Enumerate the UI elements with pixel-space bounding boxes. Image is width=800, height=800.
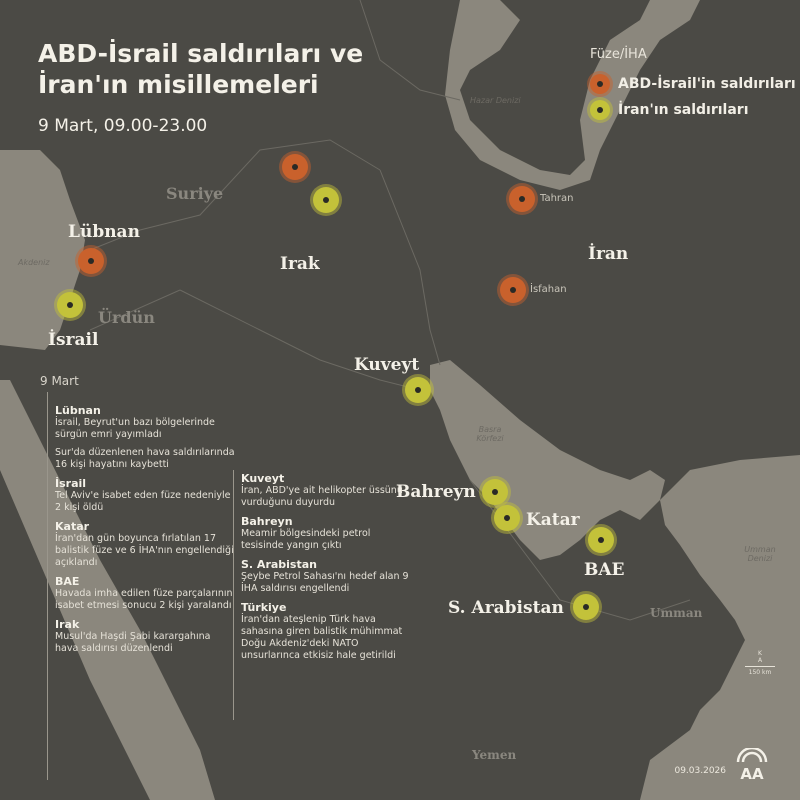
entry-text: İran, ABD'ye ait helikopter üssünü vurdu… (241, 485, 403, 508)
marker-katar[interactable] (494, 505, 520, 531)
label-bahreyn: Bahreyn (396, 482, 476, 502)
timeline-column-2: Kuveyt İran, ABD'ye ait helikopter üssün… (241, 472, 411, 668)
timeline-entry-kuveyt: Kuveyt İran, ABD'ye ait helikopter üssün… (241, 472, 411, 509)
timeline-entry-lubnan: Lübnan İsrail, Beyrut'un bazı bölgelerin… (55, 404, 235, 471)
north-top-label: K (758, 650, 762, 657)
entry-country: Katar (55, 520, 90, 533)
scale-line (745, 666, 775, 667)
label-tahran: Tahran (540, 193, 574, 204)
legend-item-iran: İran'ın saldırıları (590, 100, 749, 120)
yellow-marker-icon (482, 479, 508, 505)
arabian-sea (640, 455, 800, 800)
marker-bae[interactable] (588, 527, 614, 553)
timeline: 9 Mart (40, 374, 79, 388)
timeline-line (47, 392, 48, 780)
yellow-marker-icon (573, 594, 599, 620)
entry-text: Sur'da düzenlenen hava saldırılarında 16… (55, 447, 235, 470)
north-bottom-label: A (757, 657, 763, 664)
page-title: ABD-İsrail saldırıları ve İran'ın misill… (38, 39, 364, 99)
label-bae: BAE (584, 560, 625, 580)
timeline-entry-bahreyn: Bahreyn Meamir bölgesindeki petrol tesis… (241, 515, 411, 552)
yellow-marker-icon (494, 505, 520, 531)
timeline-column-1: Lübnan İsrail, Beyrut'un bazı bölgelerin… (55, 404, 235, 661)
entry-country: Bahreyn (241, 515, 293, 528)
timeline-date: 9 Mart (40, 374, 79, 388)
entry-country: BAE (55, 575, 80, 588)
entry-text: İran'dan ateşlenip Türk hava sahasına gi… (241, 614, 403, 661)
caspian-sea (445, 0, 700, 190)
timeline-entry-bae: BAE Havada imha edilen füze parçalarının… (55, 575, 235, 612)
aa-logo-icon: AA (736, 748, 768, 780)
entry-country: S. Arabistan (241, 558, 317, 571)
label-s-arabistan: S. Arabistan (448, 598, 564, 618)
yellow-marker-icon (590, 100, 610, 120)
orange-marker-icon (590, 74, 610, 94)
label-suriye: Suriye (166, 184, 224, 203)
legend-label: İran'ın saldırıları (618, 102, 749, 118)
entry-text: Musul'da Haşdi Şabi karargahına hava sal… (55, 631, 211, 654)
marker-kuveyt[interactable] (405, 377, 431, 403)
entry-text: Şeybe Petrol Sahası'nı hedef alan 9 İHA … (241, 571, 409, 594)
label-yemen: Yemen (472, 748, 517, 762)
entry-text: Tel Aviv'e isabet eden füze nedeniyle 2 … (55, 490, 231, 513)
timeline-entry-irak: Irak Musul'da Haşdi Şabi karargahına hav… (55, 618, 235, 655)
timeline-entry-s-arabistan: S. Arabistan Şeybe Petrol Sahası'nı hede… (241, 558, 411, 595)
label-hazar-denizi: Hazar Denizi (470, 96, 521, 105)
marker-bahreyn[interactable] (482, 479, 508, 505)
label-urdun: Ürdün (98, 308, 155, 327)
entry-text: Havada imha edilen füze parçalarının isa… (55, 588, 233, 611)
persian-gulf (430, 360, 665, 560)
entry-country: Türkiye (241, 601, 287, 614)
orange-marker-icon (78, 248, 104, 274)
legend-label: ABD-İsrail'in saldırıları (618, 76, 796, 92)
entry-country: İsrail (55, 477, 87, 490)
legend-title: Füze/İHA (590, 47, 647, 62)
marker-lubnan[interactable] (78, 248, 104, 274)
label-umman-denizi: Umman Denizi (744, 545, 776, 563)
red-sea (0, 380, 215, 800)
label-katar: Katar (526, 510, 580, 530)
timeline-entry-israil: İsrail Tel Aviv'e isabet eden füze neden… (55, 477, 235, 514)
label-irak: Irak (280, 254, 320, 274)
marker-s-arabistan[interactable] (573, 594, 599, 620)
orange-marker-icon (500, 277, 526, 303)
timeline-entry-turkiye: Türkiye İran'dan ateşlenip Türk hava sah… (241, 601, 411, 662)
timeline-line (233, 470, 234, 720)
orange-marker-icon (509, 186, 535, 212)
label-akdeniz: Akdeniz (18, 258, 50, 267)
entry-country: Lübnan (55, 404, 101, 417)
orange-marker-icon (282, 154, 308, 180)
yellow-marker-icon (405, 377, 431, 403)
timeline-entry-katar: Katar İran'dan gün boyunca fırlatılan 17… (55, 520, 235, 569)
entry-country: Irak (55, 618, 80, 631)
yellow-marker-icon (57, 292, 83, 318)
scale-label: 150 km (748, 669, 772, 676)
svg-text:AA: AA (740, 765, 764, 780)
entry-text: İsrail, Beyrut'un bazı bölgelerinde sürg… (55, 417, 215, 440)
yellow-marker-icon (588, 527, 614, 553)
label-umman: Umman (650, 606, 703, 620)
marker-israil[interactable] (57, 292, 83, 318)
entry-text: Meamir bölgesindeki petrol tesisinde yan… (241, 528, 371, 551)
scale-bar: K A 150 km (745, 650, 775, 676)
label-lubnan: Lübnan (68, 222, 140, 242)
country-borders (89, 0, 691, 621)
page-subtitle: 9 Mart, 09.00-23.00 (38, 116, 208, 136)
entry-text: İran'dan gün boyunca fırlatılan 17 balis… (55, 533, 234, 568)
yellow-marker-icon (313, 187, 339, 213)
label-basra-korfezi: Basra Körfezi (476, 425, 504, 443)
mediterranean-sea (0, 150, 85, 350)
label-iran: İran (588, 244, 629, 264)
label-kuveyt: Kuveyt (354, 355, 420, 375)
marker-isfahan[interactable] (500, 277, 526, 303)
marker-irak-north[interactable] (282, 154, 308, 180)
entry-country: Kuveyt (241, 472, 285, 485)
marker-tahran[interactable] (509, 186, 535, 212)
footer-date: 09.03.2026 (674, 766, 726, 776)
marker-irak-erbil[interactable] (313, 187, 339, 213)
legend-item-us-israel: ABD-İsrail'in saldırıları (590, 74, 796, 94)
label-isfahan: İsfahan (530, 284, 567, 295)
label-israil: İsrail (48, 330, 99, 350)
